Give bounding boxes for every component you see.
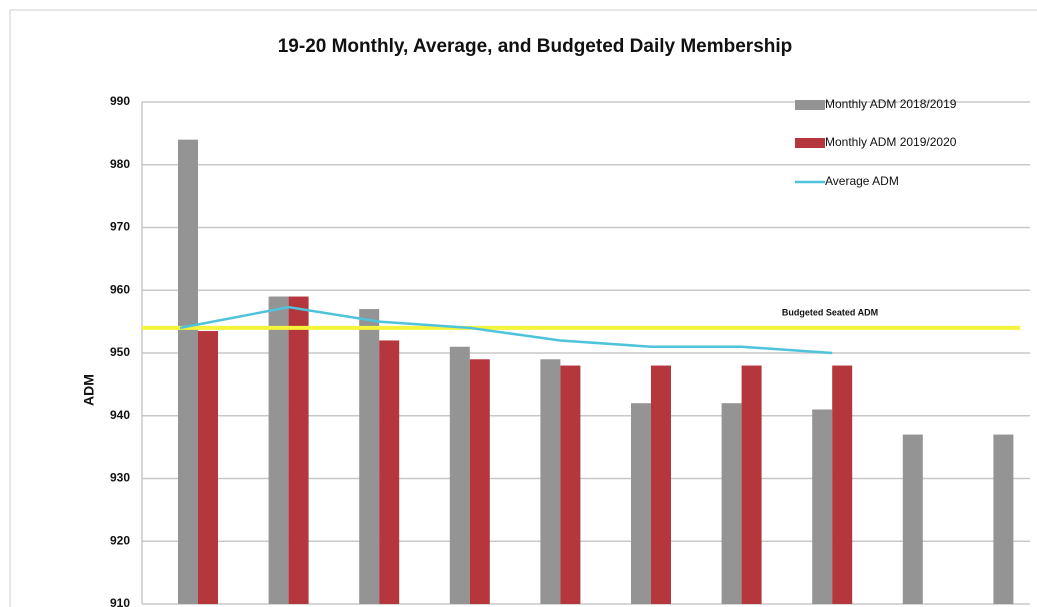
budget-label: Budgeted Seated ADM: [782, 307, 878, 317]
bar: [631, 403, 651, 604]
legend-label: Average ADM: [825, 174, 899, 188]
legend-label: Monthly ADM 2019/2020: [825, 135, 957, 149]
y-tick-label: 920: [110, 533, 130, 547]
y-tick-label: 950: [110, 345, 130, 359]
bar: [198, 331, 218, 604]
chart-title: 19-20 Monthly, Average, and Budgeted Dai…: [278, 36, 793, 57]
bar: [993, 434, 1014, 604]
bar: [812, 409, 833, 604]
y-axis-label: ADM: [81, 374, 97, 406]
bar: [379, 340, 400, 604]
bar: [268, 296, 289, 604]
chart-frame: [9, 9, 1037, 607]
bar: [540, 359, 561, 604]
bar: [741, 365, 762, 604]
legend-swatch: [795, 100, 825, 110]
bar: [560, 365, 581, 604]
legend-swatch: [795, 138, 825, 148]
y-tick-label: 970: [110, 220, 130, 234]
y-tick-label: 960: [110, 282, 130, 296]
bar: [721, 403, 742, 604]
y-tick-label: 980: [110, 157, 130, 171]
y-tick-label: 940: [110, 408, 130, 422]
bar: [449, 346, 470, 604]
bar: [359, 309, 380, 604]
bar: [651, 365, 671, 604]
bar: [178, 139, 198, 604]
y-tick-label: 930: [110, 471, 130, 485]
legend-label: Monthly ADM 2018/2019: [825, 97, 957, 111]
bar: [288, 296, 309, 604]
bar: [902, 434, 923, 604]
bar: [469, 359, 490, 604]
line-series: [179, 305, 833, 355]
bar: [832, 365, 853, 604]
y-tick-label: 990: [110, 94, 130, 108]
y-tick-label: 910: [110, 596, 130, 607]
